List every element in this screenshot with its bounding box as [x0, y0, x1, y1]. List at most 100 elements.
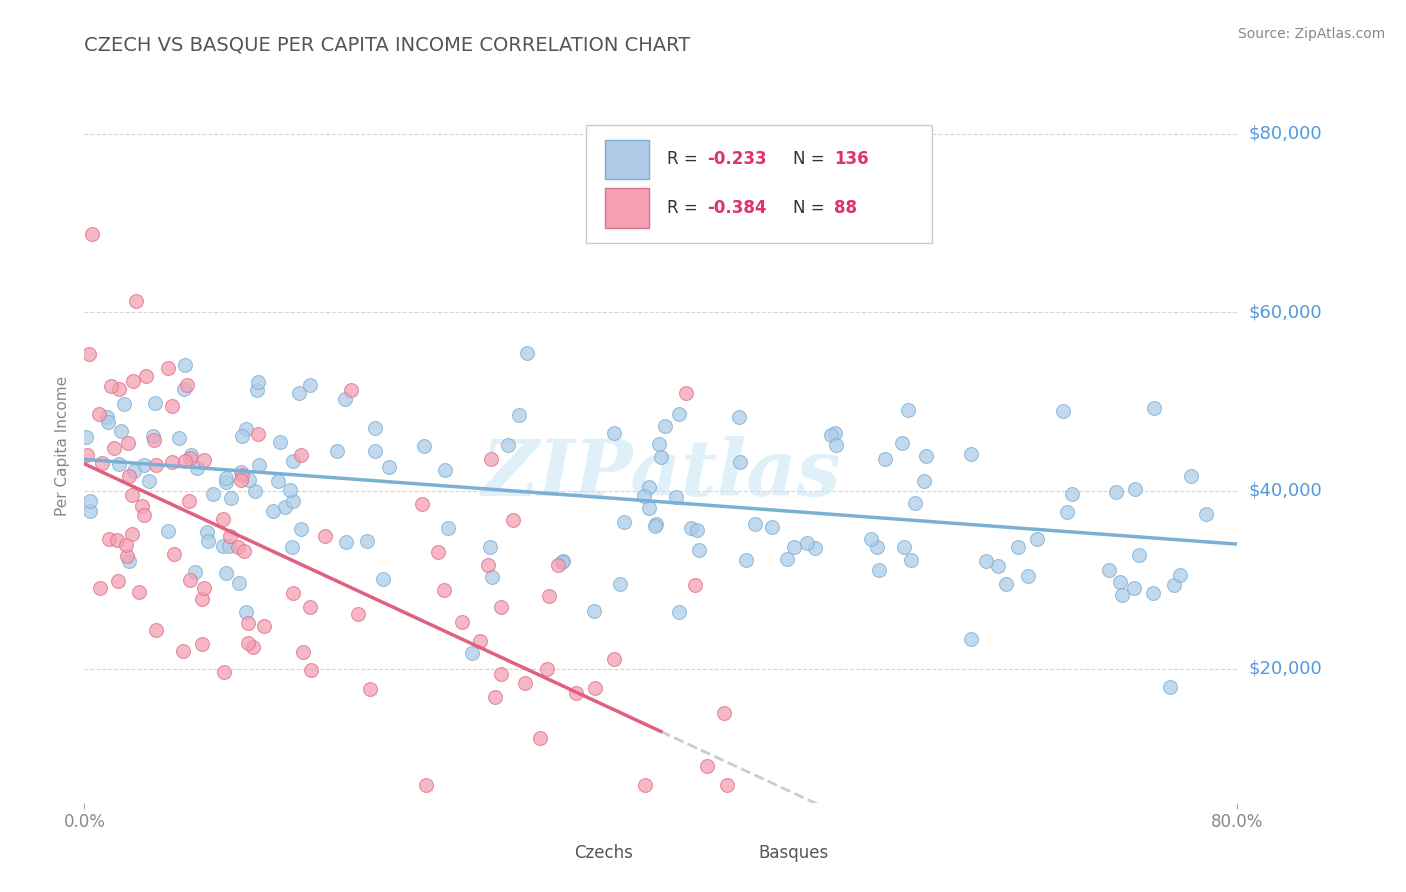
- Point: [76, 448, 98, 462]
- Point: [176, 378, 198, 392]
- Point: [891, 436, 914, 450]
- Bar: [606, 188, 650, 227]
- Point: [713, 706, 735, 720]
- Point: [364, 444, 387, 458]
- Point: [191, 592, 214, 607]
- Text: ZIPatlas: ZIPatlas: [481, 436, 841, 513]
- Point: [229, 473, 252, 487]
- Text: $40,000: $40,000: [1249, 482, 1323, 500]
- Text: $60,000: $60,000: [1249, 303, 1323, 321]
- Point: [515, 675, 537, 690]
- Point: [364, 421, 387, 435]
- Point: [218, 539, 240, 553]
- Point: [112, 397, 135, 411]
- Point: [193, 452, 215, 467]
- Point: [686, 523, 709, 537]
- Point: [138, 475, 160, 489]
- Point: [1098, 563, 1121, 577]
- Point: [668, 407, 690, 421]
- Text: CZECH VS BASQUE PER CAPITA INCOME CORRELATION CHART: CZECH VS BASQUE PER CAPITA INCOME CORREL…: [84, 36, 690, 54]
- Point: [912, 474, 935, 488]
- Point: [415, 778, 437, 792]
- Point: [197, 534, 219, 549]
- Point: [716, 778, 738, 792]
- Point: [1108, 574, 1130, 589]
- Point: [235, 422, 257, 436]
- Text: 88: 88: [834, 199, 856, 217]
- Point: [665, 490, 688, 504]
- Text: Basques: Basques: [759, 844, 830, 862]
- Point: [267, 474, 290, 488]
- Point: [281, 454, 304, 468]
- Point: [583, 603, 606, 617]
- Point: [179, 450, 201, 465]
- Text: 136: 136: [834, 151, 869, 169]
- Point: [103, 441, 125, 455]
- Point: [1128, 548, 1150, 562]
- Point: [347, 607, 370, 621]
- Point: [145, 624, 167, 638]
- Point: [860, 532, 883, 546]
- Point: [529, 731, 551, 745]
- Point: [132, 508, 155, 522]
- Point: [613, 515, 636, 529]
- Point: [110, 424, 132, 438]
- Point: [434, 463, 457, 477]
- Point: [1007, 540, 1029, 554]
- Point: [904, 496, 927, 510]
- Point: [122, 464, 145, 478]
- Point: [292, 645, 315, 659]
- Point: [340, 383, 363, 397]
- Point: [565, 686, 588, 700]
- Point: [637, 480, 659, 494]
- Point: [995, 577, 1018, 591]
- Point: [411, 497, 433, 511]
- Point: [75, 430, 97, 444]
- Point: [128, 585, 150, 599]
- Text: Czechs: Czechs: [575, 844, 633, 862]
- Point: [868, 563, 890, 577]
- Point: [478, 540, 501, 554]
- Point: [290, 448, 312, 462]
- Point: [696, 759, 718, 773]
- Point: [80, 227, 103, 241]
- Point: [1056, 505, 1078, 519]
- Point: [212, 511, 235, 525]
- Point: [249, 458, 271, 473]
- Point: [172, 643, 194, 657]
- Point: [484, 690, 506, 704]
- Point: [433, 582, 456, 597]
- Point: [299, 663, 322, 677]
- Point: [160, 455, 183, 469]
- Point: [288, 386, 311, 401]
- Point: [516, 346, 538, 360]
- Point: [117, 436, 139, 450]
- Point: [1017, 568, 1039, 582]
- Point: [115, 538, 138, 552]
- Point: [212, 539, 235, 553]
- Point: [219, 491, 242, 505]
- Point: [477, 558, 499, 572]
- Text: R =: R =: [666, 199, 703, 217]
- Point: [648, 437, 671, 451]
- Point: [163, 547, 186, 561]
- Point: [281, 493, 304, 508]
- Point: [727, 410, 749, 425]
- Point: [536, 662, 558, 676]
- Point: [688, 542, 710, 557]
- Point: [236, 636, 259, 650]
- Point: [145, 458, 167, 473]
- Text: $20,000: $20,000: [1249, 660, 1323, 678]
- Point: [450, 615, 472, 629]
- Point: [107, 457, 129, 471]
- Point: [820, 428, 842, 442]
- Point: [1060, 487, 1083, 501]
- Point: [299, 377, 322, 392]
- Text: N =: N =: [793, 199, 831, 217]
- Point: [744, 517, 766, 532]
- Point: [214, 566, 236, 580]
- Point: [195, 525, 218, 540]
- Text: Source: ZipAtlas.com: Source: ZipAtlas.com: [1237, 27, 1385, 41]
- Point: [242, 640, 264, 654]
- Point: [1142, 586, 1164, 600]
